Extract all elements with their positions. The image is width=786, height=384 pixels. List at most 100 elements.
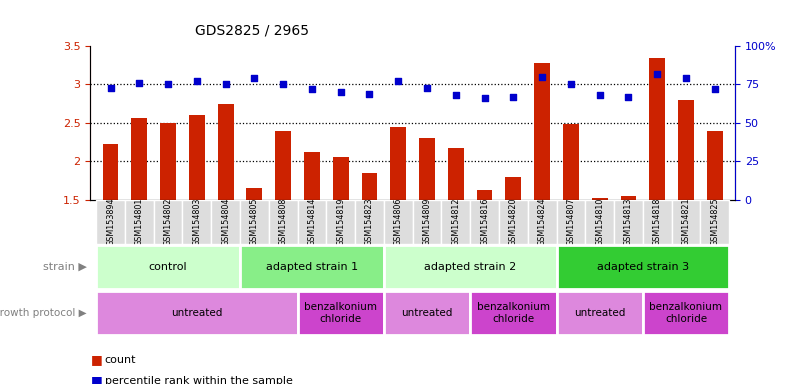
- Text: GSM154824: GSM154824: [538, 197, 546, 246]
- Text: GSM154801: GSM154801: [135, 198, 144, 246]
- Point: [363, 91, 376, 97]
- Text: control: control: [149, 262, 187, 272]
- Point: [680, 75, 692, 81]
- Text: GSM154820: GSM154820: [509, 197, 518, 246]
- FancyBboxPatch shape: [125, 200, 154, 244]
- Point: [392, 78, 405, 84]
- Bar: [160, 123, 176, 200]
- Text: GSM154814: GSM154814: [307, 198, 317, 246]
- FancyBboxPatch shape: [470, 291, 556, 335]
- FancyBboxPatch shape: [442, 200, 470, 244]
- Point: [450, 92, 462, 98]
- Bar: [275, 131, 291, 200]
- FancyBboxPatch shape: [643, 291, 729, 335]
- Text: GSM154819: GSM154819: [336, 197, 345, 246]
- FancyBboxPatch shape: [182, 200, 211, 244]
- Text: strain ▶: strain ▶: [42, 262, 86, 272]
- FancyBboxPatch shape: [326, 200, 355, 244]
- Point: [277, 81, 289, 88]
- FancyBboxPatch shape: [556, 291, 643, 335]
- FancyBboxPatch shape: [96, 200, 125, 244]
- Text: ■: ■: [90, 374, 102, 384]
- FancyBboxPatch shape: [586, 200, 614, 244]
- FancyBboxPatch shape: [556, 200, 586, 244]
- Text: GSM154810: GSM154810: [595, 198, 604, 246]
- Text: adapted strain 3: adapted strain 3: [597, 262, 689, 272]
- FancyBboxPatch shape: [413, 200, 442, 244]
- FancyBboxPatch shape: [298, 200, 326, 244]
- Text: GSM154825: GSM154825: [711, 197, 719, 246]
- Point: [507, 94, 520, 100]
- Text: GSM154816: GSM154816: [480, 198, 489, 246]
- Bar: [419, 138, 435, 200]
- FancyBboxPatch shape: [96, 291, 298, 335]
- Point: [219, 81, 232, 88]
- Text: GSM154806: GSM154806: [394, 198, 402, 246]
- FancyBboxPatch shape: [700, 200, 729, 244]
- Text: ■: ■: [90, 353, 102, 366]
- Text: percentile rank within the sample: percentile rank within the sample: [105, 376, 292, 384]
- Text: GSM154823: GSM154823: [365, 197, 374, 246]
- Text: GDS2825 / 2965: GDS2825 / 2965: [194, 23, 309, 38]
- Text: growth protocol ▶: growth protocol ▶: [0, 308, 86, 318]
- Point: [248, 75, 261, 81]
- Point: [421, 84, 433, 91]
- Text: count: count: [105, 355, 136, 365]
- Bar: [678, 100, 694, 200]
- Text: GSM154802: GSM154802: [163, 197, 173, 246]
- FancyBboxPatch shape: [269, 200, 298, 244]
- Bar: [103, 144, 119, 200]
- Text: GSM154809: GSM154809: [423, 197, 432, 246]
- FancyBboxPatch shape: [240, 200, 269, 244]
- FancyBboxPatch shape: [499, 200, 527, 244]
- Text: benzalkonium
chloride: benzalkonium chloride: [477, 302, 550, 324]
- FancyBboxPatch shape: [96, 245, 240, 289]
- Point: [564, 81, 577, 88]
- Bar: [247, 188, 263, 200]
- FancyBboxPatch shape: [384, 245, 556, 289]
- Bar: [304, 152, 320, 200]
- Point: [133, 80, 145, 86]
- Text: adapted strain 2: adapted strain 2: [424, 262, 516, 272]
- Point: [651, 71, 663, 77]
- FancyBboxPatch shape: [614, 200, 643, 244]
- Bar: [592, 198, 608, 200]
- Bar: [620, 196, 637, 200]
- Bar: [448, 148, 464, 200]
- Text: benzalkonium
chloride: benzalkonium chloride: [649, 302, 722, 324]
- FancyBboxPatch shape: [470, 200, 499, 244]
- Bar: [332, 157, 349, 200]
- Bar: [534, 63, 550, 200]
- Text: GSM154804: GSM154804: [221, 198, 230, 246]
- FancyBboxPatch shape: [671, 200, 700, 244]
- FancyBboxPatch shape: [527, 200, 556, 244]
- Bar: [218, 104, 233, 200]
- FancyBboxPatch shape: [154, 200, 182, 244]
- Bar: [189, 115, 205, 200]
- Bar: [476, 190, 493, 200]
- Text: GSM154808: GSM154808: [279, 198, 288, 246]
- Text: GSM153894: GSM153894: [106, 197, 115, 246]
- Bar: [131, 118, 147, 200]
- Bar: [649, 58, 665, 200]
- Text: GSM154803: GSM154803: [193, 198, 201, 246]
- Point: [334, 89, 347, 95]
- Text: GSM154812: GSM154812: [451, 197, 461, 246]
- FancyBboxPatch shape: [211, 200, 240, 244]
- Text: untreated: untreated: [574, 308, 626, 318]
- Bar: [505, 177, 521, 200]
- Point: [162, 81, 174, 88]
- FancyBboxPatch shape: [643, 200, 671, 244]
- FancyBboxPatch shape: [355, 200, 384, 244]
- Point: [105, 84, 117, 91]
- FancyBboxPatch shape: [240, 245, 384, 289]
- FancyBboxPatch shape: [556, 245, 729, 289]
- FancyBboxPatch shape: [298, 291, 384, 335]
- Bar: [707, 131, 722, 200]
- Text: untreated: untreated: [402, 308, 453, 318]
- Point: [479, 95, 491, 101]
- Bar: [563, 124, 578, 200]
- FancyBboxPatch shape: [384, 200, 413, 244]
- Point: [623, 94, 635, 100]
- Point: [190, 78, 203, 84]
